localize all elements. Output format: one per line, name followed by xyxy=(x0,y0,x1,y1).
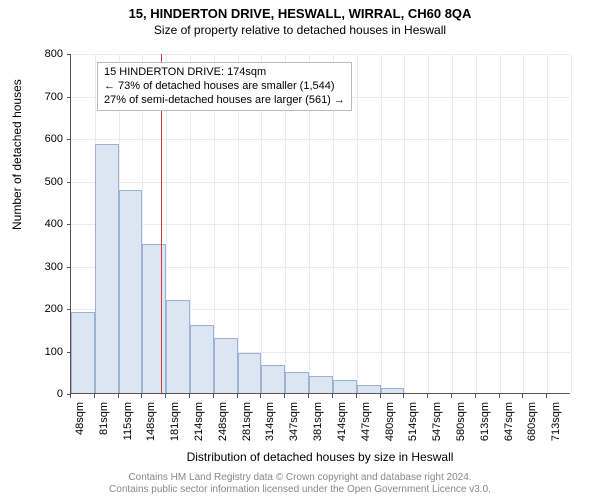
x-tick-label: 414sqm xyxy=(336,402,348,441)
y-tick-label: 0 xyxy=(23,388,63,400)
x-tick-mark xyxy=(213,394,214,398)
gridline-horizontal xyxy=(71,182,570,183)
x-tick-label: 647sqm xyxy=(503,402,515,441)
y-tick-mark xyxy=(67,139,71,140)
gridline-horizontal xyxy=(71,139,570,140)
x-axis-label: Distribution of detached houses by size … xyxy=(70,450,570,464)
annotation-line: ← 73% of detached houses are smaller (1,… xyxy=(104,80,345,94)
y-tick-mark xyxy=(67,97,71,98)
x-tick-mark xyxy=(522,394,523,398)
x-tick-mark xyxy=(141,394,142,398)
x-tick-mark xyxy=(380,394,381,398)
attribution-footer: Contains HM Land Registry data © Crown c… xyxy=(0,472,600,496)
x-tick-label: 314sqm xyxy=(264,402,276,441)
x-tick-label: 81sqm xyxy=(98,402,110,435)
x-tick-label: 547sqm xyxy=(431,402,443,441)
histogram-bar xyxy=(238,353,262,393)
x-tick-mark xyxy=(165,394,166,398)
histogram-bar xyxy=(214,338,238,393)
y-tick-mark xyxy=(67,54,71,55)
histogram-bar xyxy=(285,372,309,393)
histogram-bar xyxy=(333,380,357,393)
x-tick-mark xyxy=(308,394,309,398)
chart-area: 010020030040050060070080015 HINDERTON DR… xyxy=(70,54,570,424)
x-tick-label: 347sqm xyxy=(288,402,300,441)
histogram-bar xyxy=(119,190,143,393)
footer-line: Contains HM Land Registry data © Crown c… xyxy=(0,472,600,484)
x-tick-label: 514sqm xyxy=(407,402,419,441)
gridline-vertical xyxy=(381,54,382,393)
gridline-vertical xyxy=(523,54,524,393)
x-tick-label: 115sqm xyxy=(122,402,134,440)
x-tick-mark xyxy=(499,394,500,398)
histogram-bar xyxy=(309,376,333,393)
chart-subtitle: Size of property relative to detached ho… xyxy=(0,21,600,37)
gridline-vertical xyxy=(547,54,548,393)
x-tick-label: 680sqm xyxy=(526,402,538,441)
x-tick-mark xyxy=(94,394,95,398)
histogram-bar xyxy=(166,300,190,393)
x-tick-mark xyxy=(70,394,71,398)
x-tick-mark xyxy=(356,394,357,398)
y-tick-mark xyxy=(67,224,71,225)
x-tick-mark xyxy=(284,394,285,398)
gridline-vertical xyxy=(571,54,572,393)
x-tick-label: 381sqm xyxy=(312,402,324,441)
x-tick-mark xyxy=(403,394,404,398)
gridline-vertical xyxy=(500,54,501,393)
x-tick-mark xyxy=(332,394,333,398)
histogram-bar xyxy=(381,388,405,393)
y-tick-label: 300 xyxy=(23,261,63,273)
y-tick-label: 500 xyxy=(23,176,63,188)
y-tick-mark xyxy=(67,309,71,310)
annotation-line: 27% of semi-detached houses are larger (… xyxy=(104,94,345,108)
gridline-vertical xyxy=(476,54,477,393)
gridline-vertical xyxy=(404,54,405,393)
x-tick-label: 148sqm xyxy=(145,402,157,441)
figure: 15, HINDERTON DRIVE, HESWALL, WIRRAL, CH… xyxy=(0,0,600,500)
plot-region: 010020030040050060070080015 HINDERTON DR… xyxy=(70,54,570,394)
gridline-horizontal xyxy=(71,224,570,225)
x-tick-mark xyxy=(237,394,238,398)
gridline-vertical xyxy=(428,54,429,393)
x-tick-label: 447sqm xyxy=(360,402,372,441)
x-tick-mark xyxy=(546,394,547,398)
x-tick-label: 713sqm xyxy=(550,402,562,441)
y-tick-mark xyxy=(67,267,71,268)
gridline-vertical xyxy=(357,54,358,393)
x-tick-mark xyxy=(475,394,476,398)
y-tick-label: 400 xyxy=(23,218,63,230)
x-tick-label: 281sqm xyxy=(241,402,253,441)
y-tick-mark xyxy=(67,182,71,183)
annotation-line: 15 HINDERTON DRIVE: 174sqm xyxy=(104,66,345,80)
x-tick-label: 480sqm xyxy=(384,402,396,441)
x-tick-mark xyxy=(189,394,190,398)
footer-line: Contains public sector information licen… xyxy=(0,484,600,496)
x-tick-label: 613sqm xyxy=(479,402,491,441)
gridline-vertical xyxy=(452,54,453,393)
x-tick-mark xyxy=(260,394,261,398)
y-tick-label: 100 xyxy=(23,346,63,358)
histogram-bar xyxy=(190,325,214,393)
y-tick-label: 700 xyxy=(23,91,63,103)
histogram-bar xyxy=(95,144,119,393)
x-tick-label: 248sqm xyxy=(217,402,229,441)
y-tick-label: 600 xyxy=(23,133,63,145)
x-tick-label: 181sqm xyxy=(169,402,181,441)
x-tick-label: 214sqm xyxy=(193,402,205,441)
y-axis-label: Number of detached houses xyxy=(10,79,24,230)
histogram-bar xyxy=(71,312,95,393)
x-tick-mark xyxy=(118,394,119,398)
y-tick-label: 800 xyxy=(23,48,63,60)
gridline-horizontal xyxy=(71,54,570,55)
x-tick-label: 580sqm xyxy=(455,402,467,441)
chart-title: 15, HINDERTON DRIVE, HESWALL, WIRRAL, CH… xyxy=(0,0,600,21)
annotation-box: 15 HINDERTON DRIVE: 174sqm← 73% of detac… xyxy=(97,62,352,111)
histogram-bar xyxy=(261,365,285,393)
x-tick-mark xyxy=(427,394,428,398)
x-tick-mark xyxy=(451,394,452,398)
y-tick-label: 200 xyxy=(23,303,63,315)
x-tick-label: 48sqm xyxy=(74,402,86,435)
histogram-bar xyxy=(357,385,381,394)
